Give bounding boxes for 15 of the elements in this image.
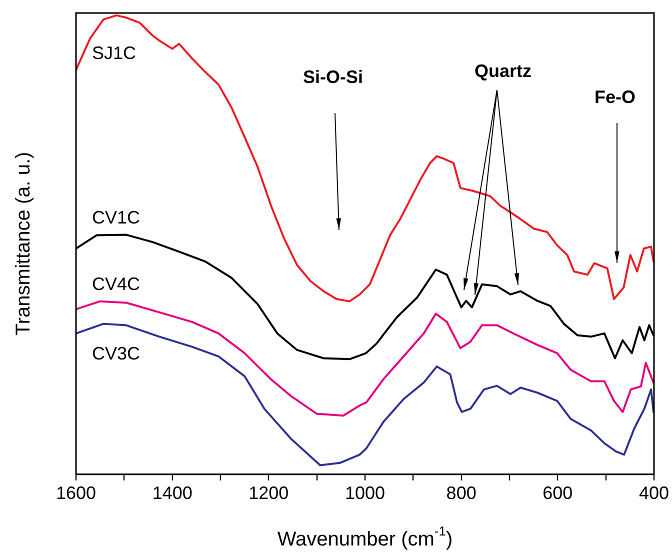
x-tick-label: 400 [638,483,670,504]
annotation: Si-O-Si [302,66,364,87]
series-label: CV4C [92,274,140,294]
x-tick-label: 1400 [152,483,192,504]
x-tick-label: 600 [542,483,573,504]
annotation: Quartz [474,60,532,81]
x-tick-label: 1200 [248,483,289,504]
series-label: CV3C [92,343,140,364]
x-tick-label: 1600 [56,483,96,504]
series-label: SJ1C [92,42,136,63]
y-axis-title: Transmittance (a. u.) [12,152,35,336]
x-tick-label: 800 [446,483,476,504]
x-tick-label: 1000 [344,483,386,504]
series-label: CV1C [92,207,140,228]
annotation: Fe-O [594,86,636,107]
